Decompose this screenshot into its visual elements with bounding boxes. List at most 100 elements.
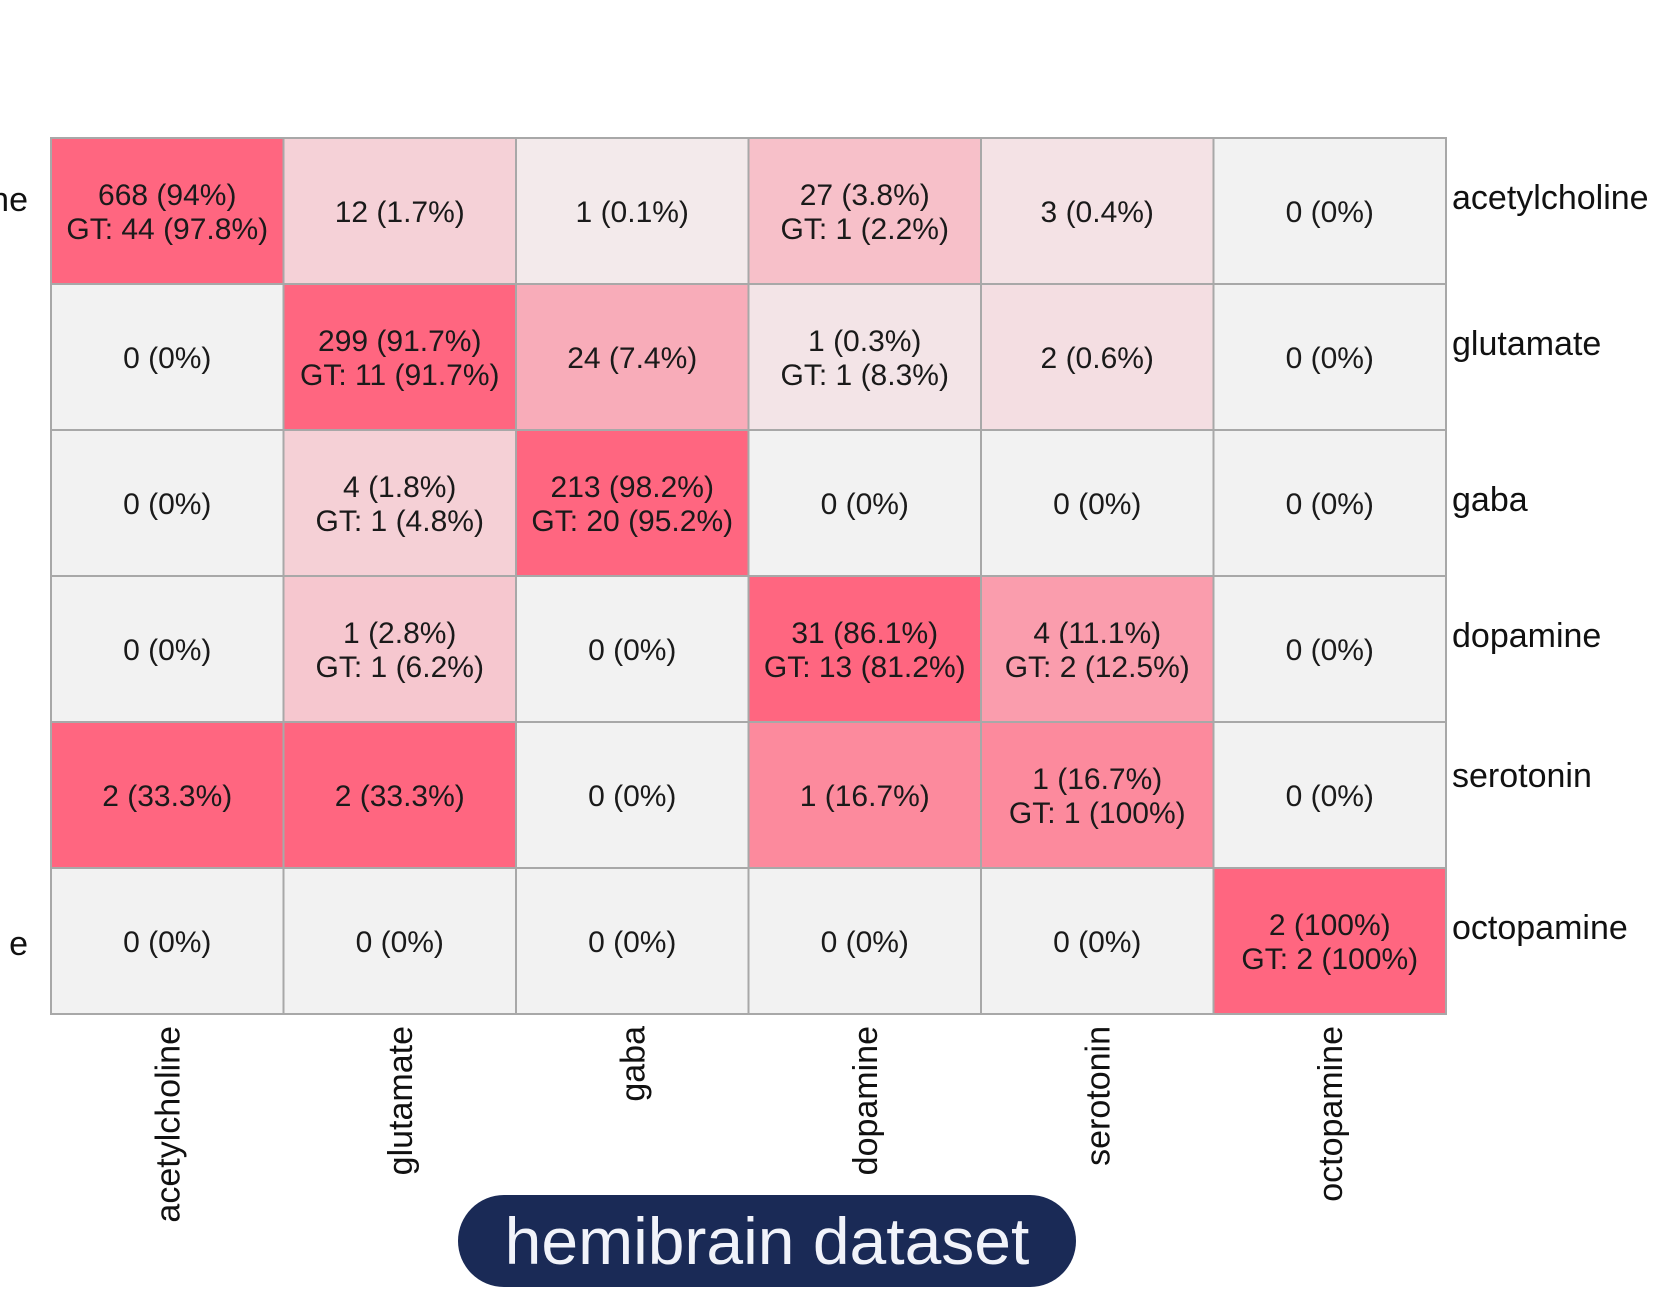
matrix-cell-serotonin-gaba: 0 (0%) xyxy=(515,721,750,869)
cell-count-label: 299 (91.7%) xyxy=(318,325,481,358)
row-label-octopamine: octopamine xyxy=(1452,909,1628,947)
cell-gt-label: GT: 1 (2.2%) xyxy=(781,213,949,246)
cell-count-label: 0 (0%) xyxy=(123,488,211,521)
matrix-cell-dopamine-acetylcholine: 0 (0%) xyxy=(50,575,285,723)
cell-count-label: 3 (0.4%) xyxy=(1041,196,1154,229)
cell-background xyxy=(50,721,285,869)
row-label-gaba: gaba xyxy=(1452,481,1528,519)
cell-background xyxy=(1212,283,1447,431)
matrix-cell-acetylcholine-octopamine: 0 (0%) xyxy=(1212,137,1447,285)
cell-background xyxy=(50,429,285,577)
matrix-cell-glutamate-dopamine: 1 (0.3%)GT: 1 (8.3%) xyxy=(747,283,982,431)
cell-count-label: 0 (0%) xyxy=(1286,634,1374,667)
matrix-cell-gaba-serotonin: 0 (0%) xyxy=(980,429,1215,577)
matrix-cell-octopamine-acetylcholine: 0 (0%) xyxy=(50,867,285,1015)
cell-background xyxy=(515,429,750,577)
matrix-cell-glutamate-acetylcholine: 0 (0%) xyxy=(50,283,285,431)
cell-count-label: 31 (86.1%) xyxy=(791,617,938,650)
cell-gt-label: GT: 2 (12.5%) xyxy=(1005,651,1190,684)
cell-count-label: 213 (98.2%) xyxy=(551,471,714,504)
cell-gt-label: GT: 1 (6.2%) xyxy=(316,651,484,684)
cell-count-label: 2 (0.6%) xyxy=(1041,342,1154,375)
cell-count-label: 0 (0%) xyxy=(588,634,676,667)
cell-background xyxy=(1212,429,1447,577)
cell-background xyxy=(747,429,982,577)
row-label-acetylcholine: acetylcholine xyxy=(1452,179,1649,217)
cell-count-label: 24 (7.4%) xyxy=(567,342,697,375)
cell-gt-label: GT: 11 (91.7%) xyxy=(300,359,500,392)
matrix-cell-dopamine-octopamine: 0 (0%) xyxy=(1212,575,1447,723)
cell-gt-label: GT: 1 (4.8%) xyxy=(316,505,484,538)
matrix-cell-octopamine-dopamine: 0 (0%) xyxy=(747,867,982,1015)
cell-background xyxy=(515,721,750,869)
cell-gt-label: GT: 2 (100%) xyxy=(1241,943,1418,976)
cell-background xyxy=(282,575,517,723)
matrix-cell-acetylcholine-glutamate: 12 (1.7%) xyxy=(282,137,517,285)
cell-background xyxy=(980,575,1215,723)
col-label-acetylcholine: acetylcholine xyxy=(149,1026,187,1223)
cell-count-label: 0 (0%) xyxy=(123,634,211,667)
left-row-label-cropped: ne xyxy=(0,181,28,219)
matrix-cell-serotonin-dopamine: 1 (16.7%) xyxy=(747,721,982,869)
matrix-cell-glutamate-serotonin: 2 (0.6%) xyxy=(980,283,1215,431)
matrix-cell-dopamine-serotonin: 4 (11.1%)GT: 2 (12.5%) xyxy=(980,575,1215,723)
cell-count-label: 1 (0.1%) xyxy=(576,196,689,229)
matrix-cell-octopamine-serotonin: 0 (0%) xyxy=(980,867,1215,1015)
cell-count-label: 12 (1.7%) xyxy=(335,196,465,229)
cell-background xyxy=(1212,137,1447,285)
cell-count-label: 1 (0.3%) xyxy=(808,325,921,358)
cell-gt-label: GT: 20 (95.2%) xyxy=(531,505,733,538)
cell-count-label: 0 (0%) xyxy=(123,342,211,375)
matrix-cell-glutamate-glutamate: 299 (91.7%)GT: 11 (91.7%) xyxy=(282,283,517,431)
col-label-dopamine: dopamine xyxy=(847,1026,885,1175)
cell-background xyxy=(747,867,982,1015)
cell-background xyxy=(50,867,285,1015)
cell-background xyxy=(515,137,750,285)
cell-count-label: 0 (0%) xyxy=(821,926,909,959)
matrix-cell-dopamine-glutamate: 1 (2.8%)GT: 1 (6.2%) xyxy=(282,575,517,723)
matrix-cell-octopamine-octopamine: 2 (100%)GT: 2 (100%) xyxy=(1212,867,1447,1015)
matrix-cell-dopamine-dopamine: 31 (86.1%)GT: 13 (81.2%) xyxy=(747,575,982,723)
col-label-octopamine: octopamine xyxy=(1312,1026,1350,1202)
row-label-serotonin: serotonin xyxy=(1452,757,1592,795)
matrix-cell-acetylcholine-gaba: 1 (0.1%) xyxy=(515,137,750,285)
cell-count-label: 0 (0%) xyxy=(1053,488,1141,521)
cell-background xyxy=(980,429,1215,577)
row-label-dopamine: dopamine xyxy=(1452,617,1601,655)
cell-background xyxy=(515,575,750,723)
cell-background xyxy=(747,575,982,723)
cell-background xyxy=(980,137,1215,285)
cell-background xyxy=(282,283,517,431)
cell-background xyxy=(747,283,982,431)
cell-background xyxy=(282,429,517,577)
left-row-label-cropped: e xyxy=(9,925,28,963)
matrix-cell-dopamine-gaba: 0 (0%) xyxy=(515,575,750,723)
cell-count-label: 4 (1.8%) xyxy=(343,471,456,504)
matrix-cell-gaba-gaba: 213 (98.2%)GT: 20 (95.2%) xyxy=(515,429,750,577)
col-label-gaba: gaba xyxy=(614,1026,652,1102)
matrix-cell-acetylcholine-serotonin: 3 (0.4%) xyxy=(980,137,1215,285)
col-label-glutamate: glutamate xyxy=(382,1026,420,1175)
col-label-serotonin: serotonin xyxy=(1079,1026,1117,1166)
cell-count-label: 2 (33.3%) xyxy=(335,780,465,813)
matrix-cell-acetylcholine-dopamine: 27 (3.8%)GT: 1 (2.2%) xyxy=(747,137,982,285)
matrix-cell-glutamate-octopamine: 0 (0%) xyxy=(1212,283,1447,431)
cell-count-label: 1 (2.8%) xyxy=(343,617,456,650)
matrix-cell-serotonin-acetylcholine: 2 (33.3%) xyxy=(50,721,285,869)
cell-background xyxy=(1212,867,1447,1015)
matrix-cell-acetylcholine-acetylcholine: 668 (94%)GT: 44 (97.8%) xyxy=(50,137,285,285)
matrix-cell-gaba-glutamate: 4 (1.8%)GT: 1 (4.8%) xyxy=(282,429,517,577)
cell-count-label: 668 (94%) xyxy=(98,179,236,212)
cell-count-label: 2 (33.3%) xyxy=(102,780,232,813)
cell-count-label: 0 (0%) xyxy=(821,488,909,521)
row-label-glutamate: glutamate xyxy=(1452,325,1601,363)
cell-count-label: 0 (0%) xyxy=(1053,926,1141,959)
matrix-cell-serotonin-glutamate: 2 (33.3%) xyxy=(282,721,517,869)
cell-count-label: 27 (3.8%) xyxy=(800,179,930,212)
cell-gt-label: GT: 13 (81.2%) xyxy=(764,651,966,684)
cell-background xyxy=(50,137,285,285)
matrix-cells: 668 (94%)GT: 44 (97.8%) 12 (1.7%) 1 (0.1%)… xyxy=(50,137,1447,1015)
cell-background xyxy=(747,137,982,285)
matrix-cell-gaba-octopamine: 0 (0%) xyxy=(1212,429,1447,577)
